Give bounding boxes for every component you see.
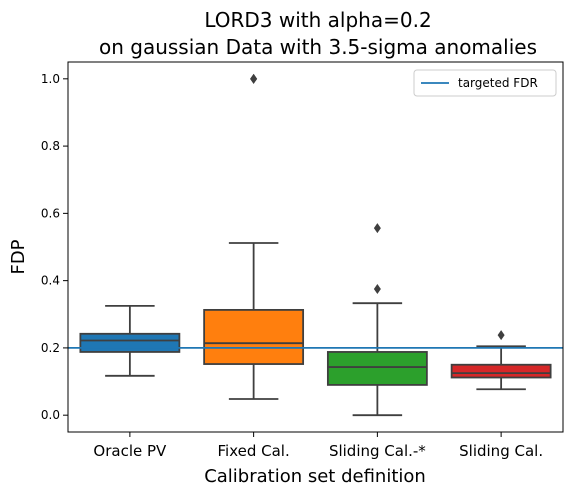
legend-frame <box>413 69 557 97</box>
y-axis: 0.0 0.2 0.4 0.6 0.8 1.0 <box>41 72 68 422</box>
box-group <box>326 223 428 417</box>
plot-frame <box>67 61 564 433</box>
box-outlier <box>373 223 381 234</box>
y-tick-label: 1.0 <box>41 72 60 86</box>
legend: targeted FDR <box>413 69 557 97</box>
y-axis-label: FDP <box>8 239 29 274</box>
chart-title: LORD3 with alpha=0.2 <box>204 8 431 32</box>
x-axis-label: Calibration set definition <box>204 466 426 487</box>
chart-subtitle: on gaussian Data with 3.5-sigma anomalie… <box>99 35 537 59</box>
y-tick-label: 0.2 <box>41 341 60 355</box>
legend-label-targeted-fdr: targeted FDR <box>458 76 538 90</box>
y-tick-label: 0.8 <box>41 139 60 153</box>
box-body <box>203 308 305 365</box>
box-group <box>450 330 552 391</box>
x-tick-label: Sliding Cal. <box>459 442 543 460</box>
boxes-layer <box>79 73 552 417</box>
box-group <box>203 73 305 400</box>
box-outlier <box>497 330 505 341</box>
box-body <box>79 332 181 353</box>
y-tick-label: 0.0 <box>41 408 60 422</box>
box-body <box>326 351 428 386</box>
box-group <box>79 304 181 377</box>
x-tick-label: Oracle PV <box>93 442 167 460</box>
x-axis: Oracle PV Fixed Cal. Sliding Cal.-* Sliding… <box>93 432 543 460</box>
box-outlier <box>373 284 381 295</box>
box-outlier <box>250 73 258 84</box>
x-tick-label: Sliding Cal.-* <box>329 442 426 460</box>
y-tick-label: 0.6 <box>41 206 60 220</box>
x-tick-label: Fixed Cal. <box>218 442 290 460</box>
box-body <box>450 363 552 379</box>
y-tick-label: 0.4 <box>41 274 60 288</box>
